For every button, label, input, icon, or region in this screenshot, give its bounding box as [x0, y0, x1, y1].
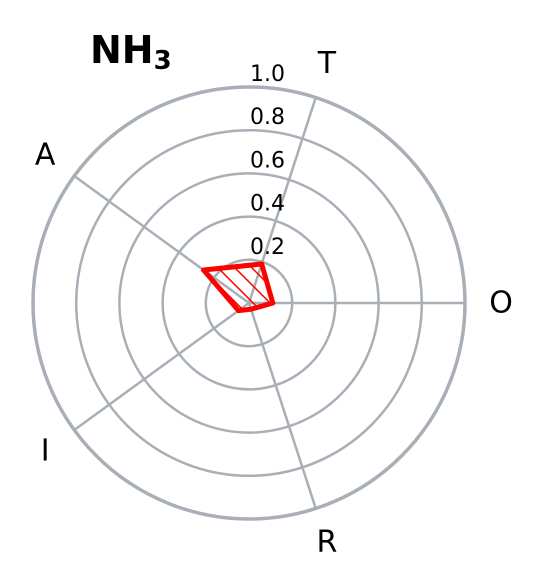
category-label-a: A [35, 137, 56, 172]
spoke-r [247, 302, 317, 509]
category-label-r: R [316, 525, 337, 560]
r-tick-label: 0.2 [250, 235, 285, 260]
category-label-o: O [489, 286, 513, 321]
r-tick-label: 0.4 [250, 192, 285, 217]
series-layer [201, 261, 276, 314]
chart-title: NH3 [90, 28, 172, 76]
title-subscript: 3 [154, 46, 172, 76]
spoke-i [73, 301, 250, 431]
grid-layer [31, 85, 467, 521]
category-label-i: I [41, 434, 50, 469]
title-main: NH [90, 28, 154, 72]
data-point-o [270, 300, 276, 306]
category-labels: T O R I A [35, 46, 513, 560]
r-tick-label: 1.0 [250, 62, 285, 87]
data-point-r [248, 306, 254, 312]
tick-labels: 0.2 0.4 0.6 0.8 1.0 [250, 62, 285, 260]
data-point-a [201, 267, 207, 273]
data-point-i [236, 308, 242, 314]
data-point-t [259, 261, 265, 267]
series-polygon [201, 261, 276, 314]
category-label-t: T [317, 46, 337, 81]
r-tick-label: 0.6 [250, 148, 285, 173]
r-tick-label: 0.8 [250, 105, 285, 130]
